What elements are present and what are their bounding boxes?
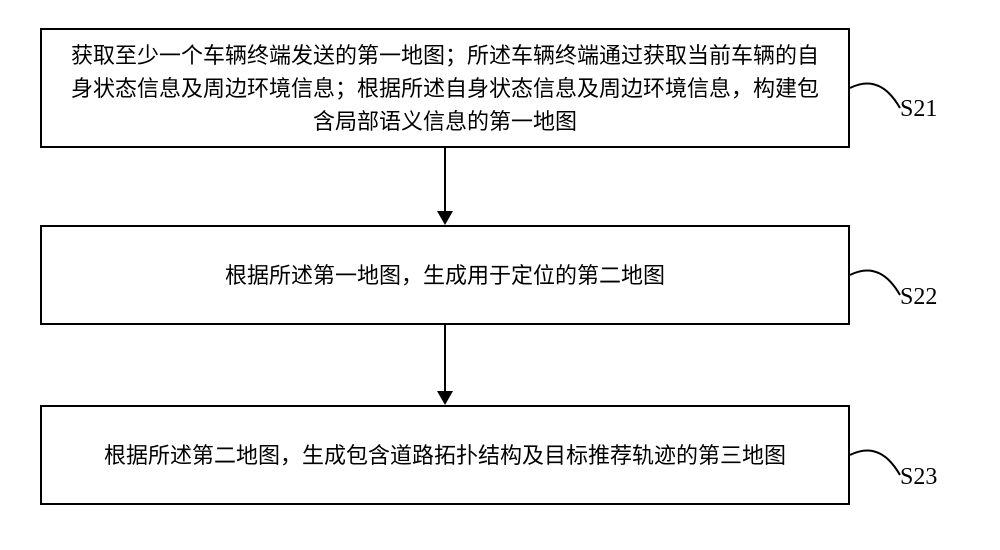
flowchart-canvas: 获取至少一个车辆终端发送的第一地图；所述车辆终端通过获取当前车辆的自身状态信息及… bbox=[0, 0, 1000, 550]
flow-node-text: 根据所述第二地图，生成包含道路拓扑结构及目标推荐轨迹的第三地图 bbox=[104, 439, 786, 472]
step-label-s23: S23 bbox=[900, 464, 937, 491]
arrow-s22-s23 bbox=[444, 325, 446, 391]
flow-node-text: 根据所述第一地图，生成用于定位的第二地图 bbox=[225, 259, 665, 292]
flow-node-s23: 根据所述第二地图，生成包含道路拓扑结构及目标推荐轨迹的第三地图 bbox=[40, 405, 850, 505]
arrow-head-icon bbox=[437, 211, 453, 225]
arrow-head-icon bbox=[437, 391, 453, 405]
arrow-s21-s22 bbox=[444, 148, 446, 211]
step-label-s21: S21 bbox=[900, 96, 937, 123]
step-label-s22: S22 bbox=[900, 284, 937, 311]
flow-node-s22: 根据所述第一地图，生成用于定位的第二地图 bbox=[40, 225, 850, 325]
flow-node-text: 获取至少一个车辆终端发送的第一地图；所述车辆终端通过获取当前车辆的自身状态信息及… bbox=[62, 39, 828, 138]
flow-node-s21: 获取至少一个车辆终端发送的第一地图；所述车辆终端通过获取当前车辆的自身状态信息及… bbox=[40, 28, 850, 148]
